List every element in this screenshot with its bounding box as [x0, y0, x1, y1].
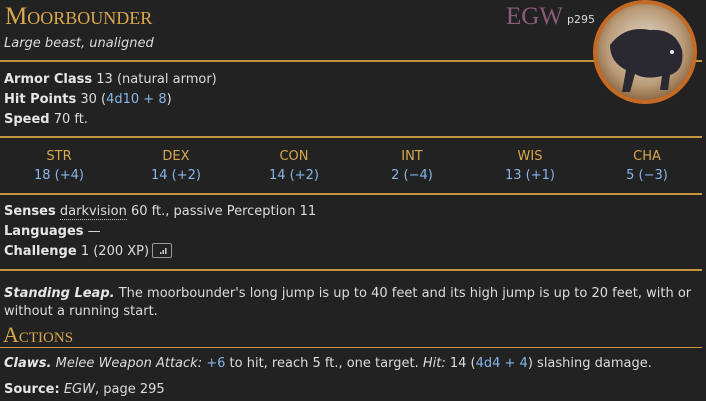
- value: 1 (200 XP): [80, 244, 150, 259]
- attack-bonus[interactable]: +6: [206, 356, 226, 371]
- ability-score[interactable]: 5 (−3): [626, 168, 668, 183]
- damage: 14 (: [449, 356, 476, 371]
- attack-type: Melee Weapon Attack:: [55, 356, 203, 371]
- scale-button[interactable]: [152, 243, 173, 258]
- value: 13 (natural armor): [96, 72, 217, 87]
- ability-name: CHA: [633, 149, 661, 164]
- label: Source:: [4, 382, 60, 397]
- divider: [0, 60, 702, 62]
- trait: Standing Leap. The moorbounder's long ju…: [4, 285, 704, 321]
- value: 60 ft., passive Perception 11: [131, 204, 317, 219]
- label: Languages: [4, 224, 84, 239]
- source-abbrev[interactable]: EGW: [506, 3, 563, 30]
- value: ): [166, 92, 172, 107]
- ability-score[interactable]: 14 (+2): [151, 168, 201, 183]
- value: 70 ft.: [53, 112, 89, 127]
- armor-class: Armor Class 13 (natural armor): [4, 71, 217, 89]
- ability-name: STR: [46, 149, 72, 164]
- hit-label: Hit:: [422, 356, 446, 371]
- divider: [0, 136, 702, 138]
- ability-score[interactable]: 13 (+1): [505, 168, 555, 183]
- damage-text: ) slashing damage.: [527, 356, 652, 371]
- action: Claws. Melee Weapon Attack: +6 to hit, r…: [4, 355, 652, 373]
- divider: [0, 193, 702, 195]
- value: 30 (: [80, 92, 107, 107]
- ability-score[interactable]: 18 (+4): [34, 168, 84, 183]
- source-page: p295: [567, 13, 595, 26]
- ability-name: WIS: [517, 149, 543, 164]
- token-portrait: [593, 0, 697, 104]
- section-heading: Actions: [3, 322, 74, 347]
- book[interactable]: EGW: [63, 382, 95, 397]
- page: , page 295: [94, 382, 165, 397]
- label: Hit Points: [4, 92, 77, 107]
- attack-text: to hit, reach 5 ft., one target.: [229, 356, 419, 371]
- value: —: [87, 224, 101, 239]
- ability-score[interactable]: 2 (−4): [391, 168, 433, 183]
- label: Senses: [4, 204, 56, 219]
- dice-roll[interactable]: 4d4 + 4: [475, 356, 528, 371]
- action-name: Claws.: [4, 356, 52, 371]
- speed: Speed 70 ft.: [4, 111, 88, 129]
- challenge: Challenge 1 (200 XP): [4, 243, 173, 261]
- sense[interactable]: darkvision: [59, 204, 127, 220]
- dice-roll[interactable]: 4d10 + 8: [106, 92, 167, 107]
- senses: Senses darkvision 60 ft., passive Percep…: [4, 203, 316, 221]
- trait-name: Standing Leap.: [4, 286, 115, 301]
- ability-score[interactable]: 14 (+2): [269, 168, 319, 183]
- divider: [0, 269, 702, 271]
- label: Challenge: [4, 244, 77, 259]
- divider: [0, 347, 702, 348]
- hit-points: Hit Points 30 (4d10 + 8): [4, 91, 172, 109]
- ability-name: DEX: [162, 149, 190, 164]
- trait-text: The moorbounder's long jump is up to 40 …: [4, 286, 692, 319]
- ability-name: INT: [401, 149, 423, 164]
- source: Source: EGW, page 295: [4, 381, 165, 399]
- label: Speed: [4, 112, 50, 127]
- creature-type: Large beast, unaligned: [4, 36, 154, 51]
- languages: Languages —: [4, 223, 101, 241]
- label: Armor Class: [4, 72, 93, 87]
- ability-name: CON: [279, 149, 309, 164]
- creature-name: Moorbounder: [5, 3, 153, 30]
- bars-icon: [160, 248, 167, 254]
